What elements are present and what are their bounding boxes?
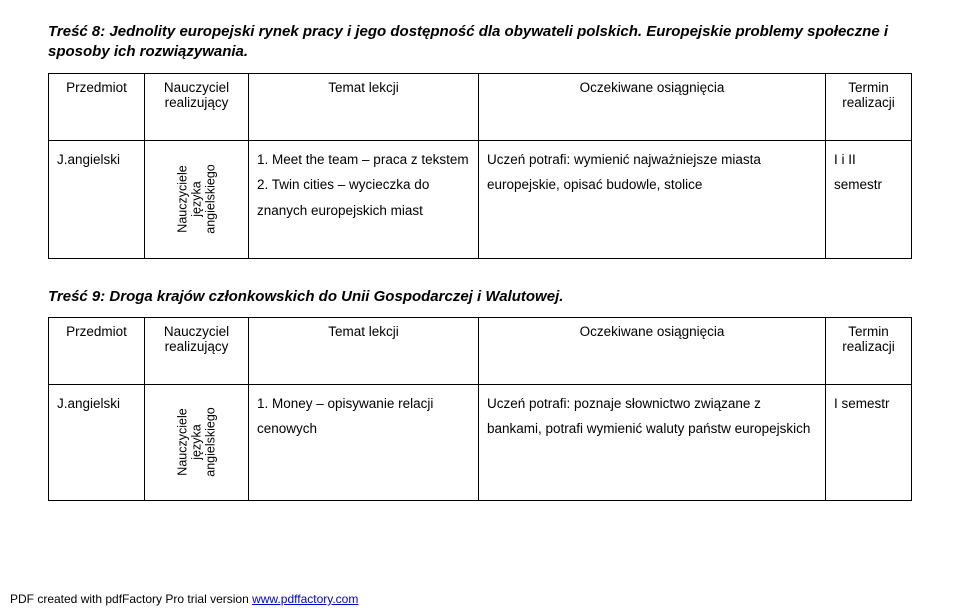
s9-hdr-termin: Termin realizacji	[826, 317, 912, 384]
s8-temat: 1. Meet the team – praca z tekstem2. Twi…	[249, 140, 479, 258]
s9-oczekiwane: Uczeń potrafi: poznaje słownictwo związa…	[479, 384, 826, 500]
s8-przedmiot: J.angielski	[49, 140, 145, 258]
s9-hdr-przedmiot: Przedmiot	[49, 317, 145, 384]
s9-termin: I semestr	[826, 384, 912, 500]
s8-termin: I i II semestr	[826, 140, 912, 258]
s9-nauczyciel-vertical: Nauczycielejęzyka angielskiego	[176, 408, 217, 478]
s8-hdr-nauczyciel: Nauczyciel realizujący	[145, 73, 249, 140]
s9-przedmiot: J.angielski	[49, 384, 145, 500]
s8-oczekiwane: Uczeń potrafi: wymienić najważniejsze mi…	[479, 140, 826, 258]
section8-table: Przedmiot Nauczyciel realizujący Temat l…	[48, 73, 912, 259]
s9-temat: 1. Money – opisywanie relacji cenowych	[249, 384, 479, 500]
s9-nauczyciel-cell: Nauczycielejęzyka angielskiego	[145, 384, 249, 500]
s8-hdr-oczekiwane: Oczekiwane osiągnięcia	[479, 73, 826, 140]
s9-hdr-oczekiwane: Oczekiwane osiągnięcia	[479, 317, 826, 384]
section9-heading: Treść 9: Droga krajów członkowskich do U…	[48, 287, 912, 307]
s8-nauczyciel-vertical: Nauczycielejęzyka angielskiego	[176, 164, 217, 234]
s9-hdr-nauczyciel: Nauczyciel realizujący	[145, 317, 249, 384]
s8-hdr-przedmiot: Przedmiot	[49, 73, 145, 140]
section9-table: Przedmiot Nauczyciel realizujący Temat l…	[48, 317, 912, 501]
footer-link[interactable]: www.pdffactory.com	[252, 592, 358, 606]
s8-hdr-termin: Termin realizacji	[826, 73, 912, 140]
s8-hdr-temat: Temat lekcji	[249, 73, 479, 140]
footer-prefix: PDF created with pdfFactory Pro trial ve…	[10, 592, 252, 606]
section8-heading: Treść 8: Jednolity europejski rynek prac…	[48, 22, 912, 63]
s9-hdr-temat: Temat lekcji	[249, 317, 479, 384]
s8-nauczyciel-cell: Nauczycielejęzyka angielskiego	[145, 140, 249, 258]
pdf-footer: PDF created with pdfFactory Pro trial ve…	[10, 592, 358, 606]
